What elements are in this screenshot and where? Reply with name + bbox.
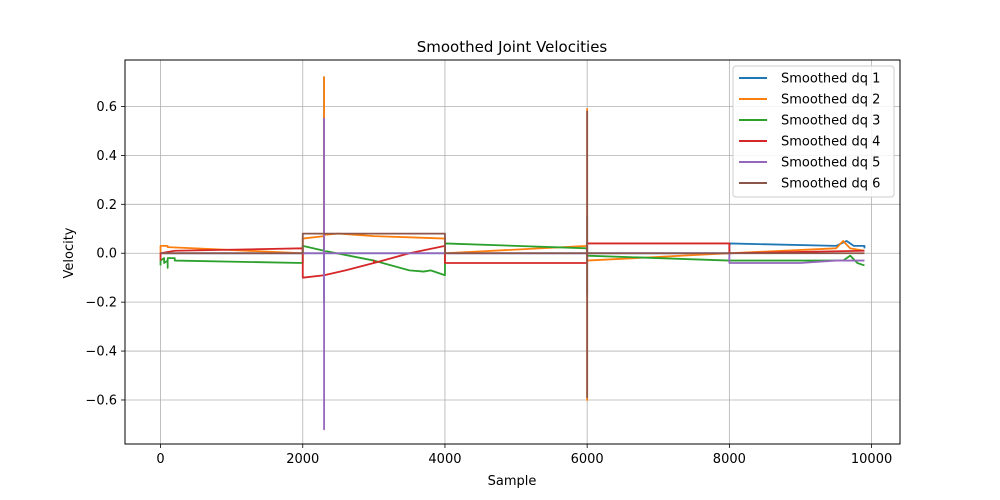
y-axis-ticks: −0.6 −0.4 −0.2 0.0 0.2 0.4 0.6 [85, 100, 125, 408]
x-tick-label: 0 [156, 452, 164, 467]
plot-frame [124, 59, 901, 445]
series-line-dq-4 [159, 242, 865, 279]
y-tick-label: 0.4 [96, 149, 117, 164]
series-line-dq-3 [159, 242, 865, 277]
chart-title: Smoothed Joint Velocities [417, 38, 608, 56]
x-axis-title: Sample [488, 474, 537, 489]
y-tick-label: 0.0 [96, 247, 117, 262]
legend-label: Smoothed dq 1 [781, 72, 880, 87]
y-tick-label: 0.2 [96, 198, 117, 213]
legend: Smoothed dq 1 Smoothed dq 2 Smoothed dq 3 S… [732, 65, 895, 198]
legend-label: Smoothed dq 3 [781, 114, 880, 129]
x-tick-label: 2000 [286, 452, 319, 467]
y-tick-label: −0.2 [85, 296, 117, 311]
legend-label: Smoothed dq 6 [781, 177, 880, 192]
x-tick-label: 10000 [851, 452, 892, 467]
series-lines [159, 76, 866, 431]
y-tick-label: 0.6 [96, 100, 117, 115]
y-tick-label: −0.4 [85, 345, 117, 360]
legend-label: Smoothed dq 2 [781, 93, 880, 108]
x-tick-label: 4000 [428, 452, 461, 467]
x-axis-ticks: 0 2000 4000 6000 8000 10000 [156, 444, 892, 467]
x-tick-label: 6000 [571, 452, 604, 467]
y-tick-label: −0.6 [85, 393, 117, 408]
legend-box [732, 65, 895, 198]
series-line-dq-6 [160, 110, 865, 399]
y-axis-title: Velocity [62, 227, 77, 278]
x-tick-label: 8000 [713, 452, 746, 467]
legend-label: Smoothed dq 4 [781, 135, 880, 150]
legend-label: Smoothed dq 5 [781, 156, 880, 171]
